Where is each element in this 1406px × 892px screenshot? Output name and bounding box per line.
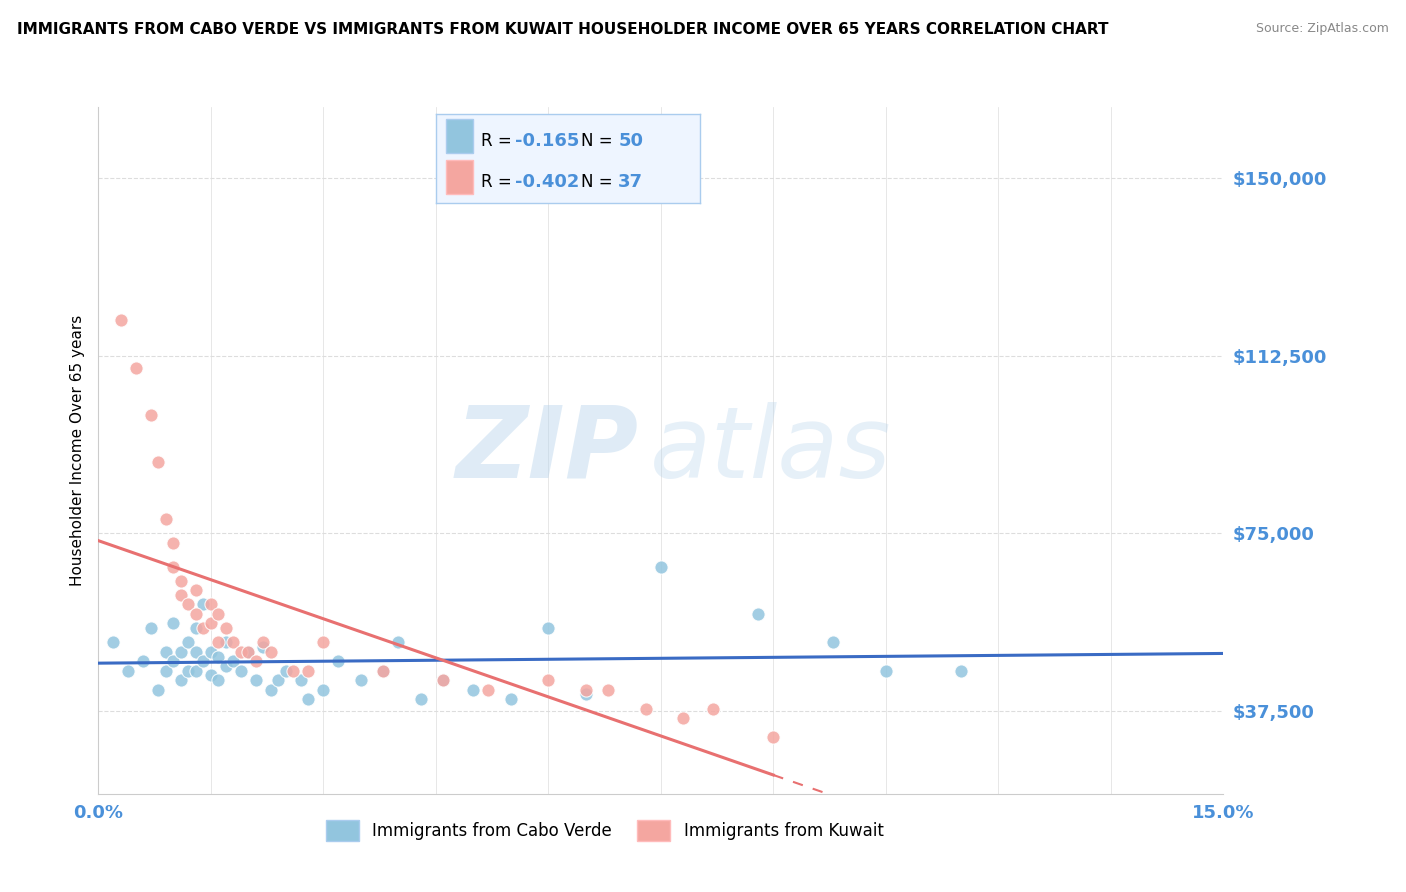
- Point: [387, 635, 409, 649]
- Point: [245, 673, 267, 688]
- Point: [634, 701, 657, 715]
- Point: [200, 645, 222, 659]
- Point: [672, 711, 695, 725]
- Point: [238, 645, 260, 659]
- Point: [702, 701, 724, 715]
- Point: [252, 640, 274, 654]
- Point: [193, 621, 215, 635]
- Point: [328, 654, 350, 668]
- Point: [177, 598, 200, 612]
- Point: [875, 664, 897, 678]
- Point: [170, 673, 193, 688]
- Point: [537, 673, 560, 688]
- Text: Source: ZipAtlas.com: Source: ZipAtlas.com: [1256, 22, 1389, 36]
- Point: [297, 692, 319, 706]
- Point: [260, 682, 283, 697]
- Text: ZIP: ZIP: [456, 402, 638, 499]
- Point: [110, 313, 132, 327]
- Point: [650, 559, 672, 574]
- Point: [267, 673, 290, 688]
- Point: [162, 559, 184, 574]
- Point: [207, 649, 229, 664]
- Point: [823, 635, 845, 649]
- Point: [312, 635, 335, 649]
- Point: [229, 664, 252, 678]
- Point: [274, 664, 297, 678]
- Text: IMMIGRANTS FROM CABO VERDE VS IMMIGRANTS FROM KUWAIT HOUSEHOLDER INCOME OVER 65 : IMMIGRANTS FROM CABO VERDE VS IMMIGRANTS…: [17, 22, 1108, 37]
- Point: [148, 455, 170, 469]
- Point: [463, 682, 485, 697]
- Point: [575, 682, 598, 697]
- Point: [117, 664, 139, 678]
- Point: [177, 664, 200, 678]
- Point: [148, 682, 170, 697]
- Point: [184, 607, 207, 621]
- Text: atlas: atlas: [650, 402, 891, 499]
- Point: [132, 654, 155, 668]
- Point: [200, 668, 222, 682]
- Point: [162, 616, 184, 631]
- Point: [200, 616, 222, 631]
- Point: [155, 664, 177, 678]
- Point: [162, 654, 184, 668]
- Point: [162, 536, 184, 550]
- Point: [238, 645, 260, 659]
- Point: [222, 635, 245, 649]
- Point: [245, 654, 267, 668]
- Point: [170, 574, 193, 588]
- Point: [139, 621, 162, 635]
- Point: [373, 664, 395, 678]
- Y-axis label: Householder Income Over 65 years: Householder Income Over 65 years: [69, 315, 84, 586]
- Point: [373, 664, 395, 678]
- Point: [432, 673, 454, 688]
- Point: [177, 635, 200, 649]
- Legend: Immigrants from Cabo Verde, Immigrants from Kuwait: Immigrants from Cabo Verde, Immigrants f…: [319, 814, 890, 847]
- Point: [575, 687, 598, 701]
- Point: [139, 408, 162, 422]
- Point: [207, 673, 229, 688]
- Point: [170, 588, 193, 602]
- Point: [283, 664, 305, 678]
- Point: [200, 598, 222, 612]
- Point: [350, 673, 373, 688]
- Point: [193, 598, 215, 612]
- Point: [499, 692, 522, 706]
- Point: [184, 583, 207, 598]
- Point: [762, 730, 785, 744]
- Point: [747, 607, 769, 621]
- Point: [184, 645, 207, 659]
- Point: [184, 664, 207, 678]
- Point: [598, 682, 620, 697]
- Point: [170, 645, 193, 659]
- Point: [477, 682, 499, 697]
- Point: [215, 635, 238, 649]
- Point: [260, 645, 283, 659]
- Point: [207, 635, 229, 649]
- Point: [155, 645, 177, 659]
- Point: [184, 621, 207, 635]
- Point: [207, 607, 229, 621]
- Point: [252, 635, 274, 649]
- Point: [409, 692, 432, 706]
- Point: [215, 621, 238, 635]
- Point: [537, 621, 560, 635]
- Point: [155, 512, 177, 526]
- Point: [125, 360, 148, 375]
- Point: [290, 673, 312, 688]
- Point: [432, 673, 454, 688]
- Point: [949, 664, 972, 678]
- Point: [215, 659, 238, 673]
- Point: [103, 635, 125, 649]
- Point: [229, 645, 252, 659]
- Point: [297, 664, 319, 678]
- Point: [312, 682, 335, 697]
- Point: [222, 654, 245, 668]
- Point: [193, 654, 215, 668]
